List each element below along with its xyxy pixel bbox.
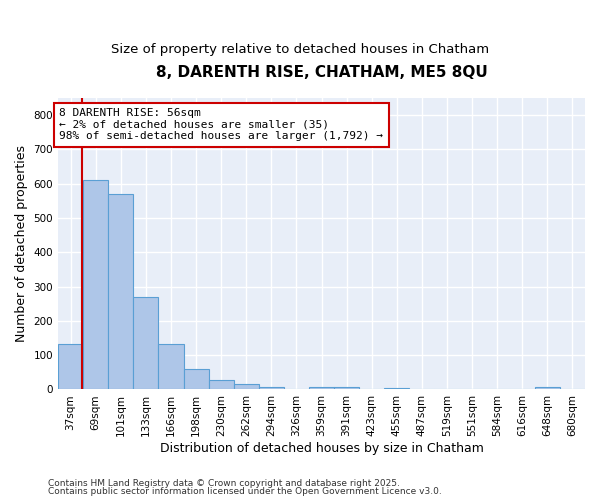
- Bar: [209, 380, 233, 390]
- Bar: [309, 386, 334, 390]
- Bar: [384, 388, 409, 390]
- Y-axis label: Number of detached properties: Number of detached properties: [15, 145, 28, 342]
- Text: Contains public sector information licensed under the Open Government Licence v3: Contains public sector information licen…: [48, 487, 442, 496]
- Text: 8 DARENTH RISE: 56sqm
← 2% of detached houses are smaller (35)
98% of semi-detac: 8 DARENTH RISE: 56sqm ← 2% of detached h…: [59, 108, 383, 142]
- X-axis label: Distribution of detached houses by size in Chatham: Distribution of detached houses by size …: [160, 442, 484, 455]
- Text: Contains HM Land Registry data © Crown copyright and database right 2025.: Contains HM Land Registry data © Crown c…: [48, 478, 400, 488]
- Title: 8, DARENTH RISE, CHATHAM, ME5 8QU: 8, DARENTH RISE, CHATHAM, ME5 8QU: [155, 65, 487, 80]
- Text: Size of property relative to detached houses in Chatham: Size of property relative to detached ho…: [111, 42, 489, 56]
- Bar: [259, 386, 284, 390]
- Bar: [108, 194, 133, 390]
- Bar: [133, 297, 158, 390]
- Bar: [184, 369, 209, 390]
- Bar: [58, 344, 83, 390]
- Bar: [233, 384, 259, 390]
- Bar: [334, 386, 359, 390]
- Bar: [83, 180, 108, 390]
- Bar: [158, 344, 184, 390]
- Bar: [535, 386, 560, 390]
